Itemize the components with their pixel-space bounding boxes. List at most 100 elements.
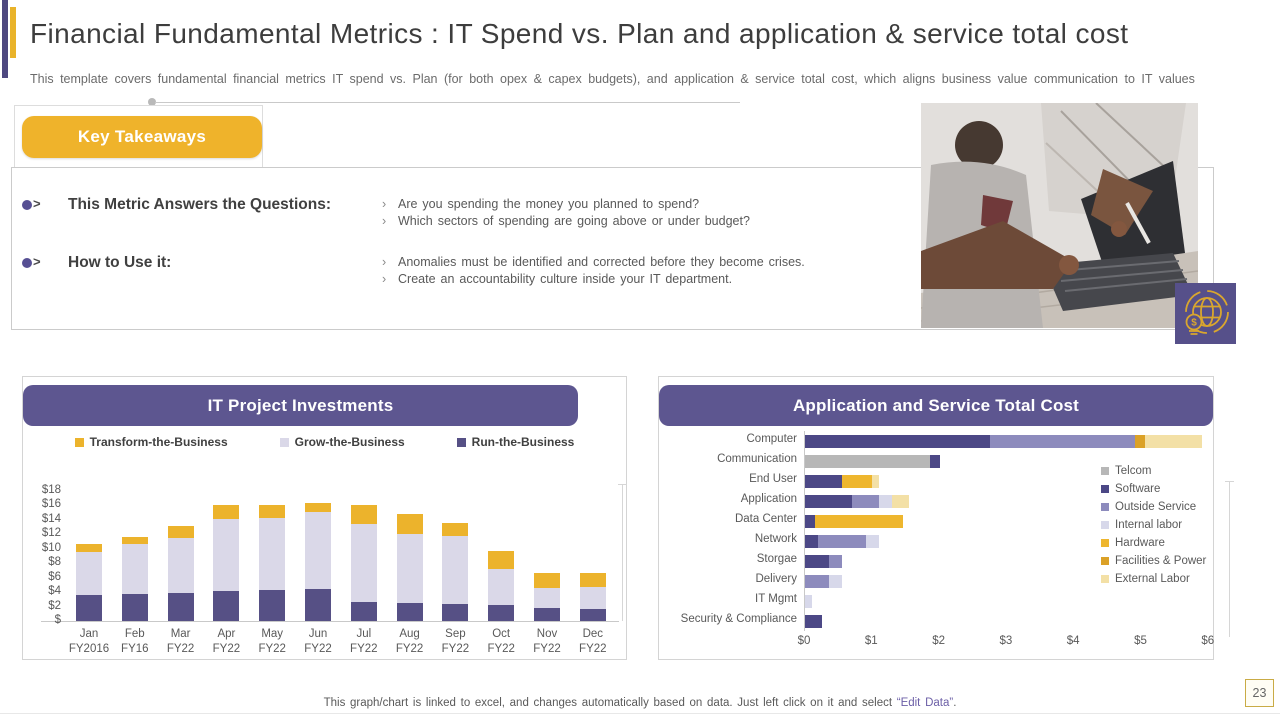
bar-segment-grow-the-business xyxy=(213,519,240,591)
x-axis-label: Mar FY22 xyxy=(166,628,195,655)
legend-item: Internal labor xyxy=(1101,519,1206,531)
left-chart-title-banner: IT Project Investments xyxy=(23,385,578,426)
y-axis-line xyxy=(804,431,805,631)
y-tick-label: $16 xyxy=(41,498,61,511)
bar-segment-software xyxy=(805,434,991,448)
takeaway-point: › Are you spending the money you planned… xyxy=(382,196,750,212)
sub-bullet-icon: › xyxy=(382,272,387,286)
bar-segment-hardware xyxy=(842,474,873,488)
bar-segment-transform-the-business xyxy=(76,543,102,552)
page-number: 23 xyxy=(1252,686,1267,700)
application-service-cost-chart[interactable]: Application and Service Total Cost Telco… xyxy=(658,376,1234,660)
y-tick-label: $2 xyxy=(48,599,61,612)
takeaway-point-text: Which sectors of spending are going abov… xyxy=(398,214,750,228)
legend-swatch xyxy=(279,437,289,447)
plot-edge-artifact xyxy=(1229,481,1230,637)
x-tick-label: $3 xyxy=(999,635,1013,647)
x-tick-label: $2 xyxy=(932,635,945,647)
bar-segment-external-labor xyxy=(892,494,910,508)
legend-label: Outside Service xyxy=(1115,501,1197,513)
bar-segment-facilities-power xyxy=(1134,434,1145,448)
right-chart-title-banner: Application and Service Total Cost xyxy=(659,385,1213,426)
bar-segment-telcom xyxy=(805,454,930,468)
category-label: Data Center xyxy=(734,513,797,525)
it-investments-plot: $18 $16 $14 $12 $10 $8 $6 $4 $2 $ Jan FY2016 Feb FY… xyxy=(23,377,627,659)
takeaway-point: › Anomalies must be identified and corre… xyxy=(382,254,805,270)
bar-segment-software xyxy=(805,474,842,488)
svg-text:$: $ xyxy=(1191,317,1197,328)
bar-segment-run-the-business xyxy=(213,590,240,621)
legend-swatch xyxy=(1101,575,1109,583)
footer-period: . xyxy=(953,697,957,709)
legend-swatch xyxy=(1101,503,1109,511)
legend-item: Hardware xyxy=(1101,537,1206,549)
bullet-dot-icon xyxy=(22,200,32,210)
legend-label: Telcom xyxy=(1115,465,1152,477)
bar-segment-grow-the-business xyxy=(76,551,102,595)
legend-label: Facilities & Power xyxy=(1115,555,1207,567)
y-tick-label: $6 xyxy=(48,570,61,583)
x-axis-label: Jan FY2016 xyxy=(68,628,110,655)
legend-label: Run-the-Business xyxy=(471,435,575,449)
takeaway-row-questions: > This Metric Answers the Questions: › A… xyxy=(11,196,891,230)
bar-segment-outside-service xyxy=(805,574,829,588)
bar-segment-internal-labor xyxy=(828,574,842,588)
bar-segment-external-labor xyxy=(1144,434,1203,448)
bar-segment-internal-labor xyxy=(865,534,880,548)
bullet-marker: > xyxy=(11,196,58,230)
x-axis-label: Jun FY22 xyxy=(304,628,332,655)
category-label: Computer xyxy=(746,433,798,445)
x-tick-label: $4 xyxy=(1066,635,1080,647)
it-project-investments-chart[interactable]: IT Project Investments Transform-the-Bus… xyxy=(22,376,627,660)
bar-segment-run-the-business xyxy=(76,595,102,621)
right-chart-legend: Telcom Software Outside Service Internal la… xyxy=(1101,465,1206,585)
legend-item: Software xyxy=(1101,483,1206,495)
key-takeaways-label: Key Takeaways xyxy=(77,127,207,146)
footer-edit-data-text: “Edit Data” xyxy=(896,697,954,709)
bar-segment-software xyxy=(805,494,853,508)
sub-bullet-icon: › xyxy=(382,197,387,211)
left-accent-yellow-bar xyxy=(10,7,16,58)
bar-segment-run-the-business xyxy=(579,608,606,621)
bar-segment-grow-the-business xyxy=(167,537,194,593)
legend-label: Grow-the-Business xyxy=(294,435,405,449)
bullet-dot-icon xyxy=(22,258,32,268)
x-axis-label: Oct FY22 xyxy=(487,628,515,655)
y-tick-label: $18 xyxy=(41,484,61,497)
bar-segment-transform-the-business xyxy=(305,502,331,512)
bar-segment-transform-the-business xyxy=(534,573,560,588)
bar-segment-outside-service xyxy=(828,554,842,568)
x-axis-label: Apr FY22 xyxy=(212,628,241,655)
y-tick-label: $4 xyxy=(48,585,61,598)
left-chart-title: IT Project Investments xyxy=(207,395,394,415)
y-tick-label: $8 xyxy=(48,556,61,569)
right-chart-title: Application and Service Total Cost xyxy=(792,395,1080,415)
bar-segment-software xyxy=(929,454,940,468)
y-tick-label: $12 xyxy=(41,527,61,540)
bar-segment-transform-the-business xyxy=(488,550,515,569)
key-takeaways-button[interactable]: Key Takeaways xyxy=(22,116,262,158)
page-number-box: 23 xyxy=(1245,679,1274,707)
x-axis-label: Jul FY22 xyxy=(350,628,378,655)
bar-segment-grow-the-business xyxy=(305,511,331,589)
bar-segment-run-the-business xyxy=(488,605,515,621)
bar-segment-outside-service xyxy=(818,534,866,548)
category-label: Communication xyxy=(717,453,797,465)
legend-item: Telcom xyxy=(1101,465,1206,477)
bar-segment-run-the-business xyxy=(121,593,148,621)
x-axis-label: Sep FY22 xyxy=(441,628,470,655)
connector-line xyxy=(155,102,740,103)
category-label: Storgae xyxy=(756,553,797,565)
bar-segment-grow-the-business xyxy=(579,587,606,609)
takeaway-point-text: Are you spending the money you planned t… xyxy=(398,197,700,211)
bar-segment-internal-labor xyxy=(805,594,812,608)
left-chart-legend: Transform-the-Business Grow-the-Business R… xyxy=(23,435,626,449)
bar-segment-transform-the-business xyxy=(121,536,148,544)
legend-item: Grow-the-Business xyxy=(279,435,405,449)
bar-segment-run-the-business xyxy=(167,592,194,621)
y-tick-label: $ xyxy=(54,614,61,626)
legend-label: Software xyxy=(1115,483,1161,495)
globe-dollar-icon: $ xyxy=(1175,283,1236,344)
bar-segment-transform-the-business xyxy=(350,504,377,525)
left-accent-purple-bar xyxy=(2,0,8,78)
